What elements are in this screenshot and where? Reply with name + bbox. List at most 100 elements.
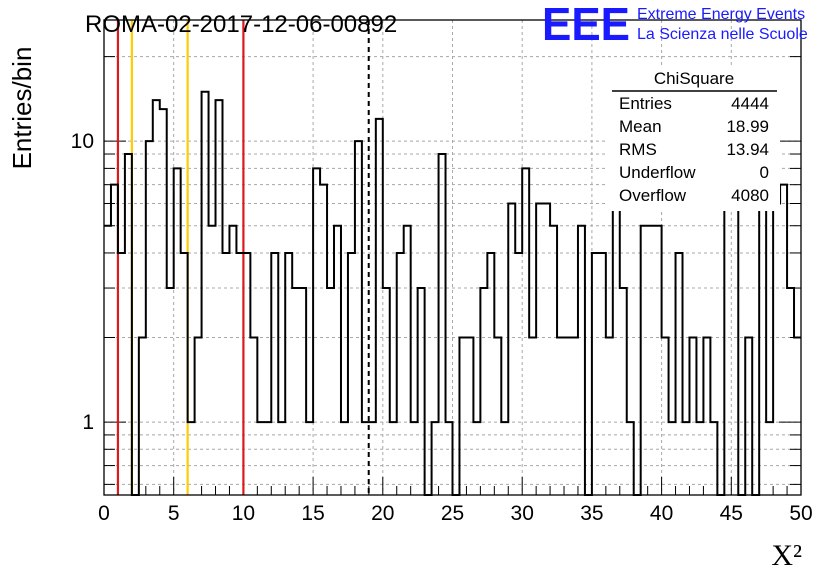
histogram-bin [564,338,571,495]
x-tick-label: 30 [511,502,534,525]
histogram-bin [696,422,703,495]
histogram-bin [216,100,223,495]
stats-box-background [608,66,780,211]
x-tick-label: 15 [301,502,324,525]
y-axis-title: Entries/bin [7,47,37,170]
histogram-bin [655,226,662,495]
histogram-bin [306,422,313,495]
histogram-bin [473,422,480,495]
stat-label: RMS [619,140,657,159]
histogram-bin [627,422,634,495]
stats-box: ChiSquare Entries 4444 Mean 18.99 RMS 13.94 Un… [608,66,780,211]
stats-box-title: ChiSquare [654,69,734,88]
x-tick-label: 20 [371,502,394,525]
histogram-bin [773,203,780,495]
histogram-bin [348,253,355,495]
histogram-bin [487,253,494,495]
histogram-bin [459,338,466,495]
histogram-bin [759,203,766,495]
histogram-bin [264,422,271,495]
x-tick-label: 35 [580,502,603,525]
histogram-bin [536,203,543,495]
chart-title: ROMA-02-2017-12-06-00892 [85,11,397,38]
histogram-bin [522,168,529,495]
plot-frame [103,19,802,496]
x-tick-label: 0 [98,502,110,525]
histogram-bin [271,253,278,495]
histogram-bin [390,422,397,495]
y-tick-label: 1 [82,411,94,434]
histogram-bin [557,338,564,495]
histogram-bin [418,288,425,495]
histogram-bin [292,288,299,495]
histogram-bin [299,288,306,495]
histogram-bin [439,154,446,495]
histogram-bin [222,253,229,495]
x-tick-label: 25 [441,502,464,525]
histogram-bin [278,422,285,495]
histogram-bin [446,422,453,495]
histogram-bin [411,422,418,495]
histogram-bin [327,288,334,495]
histogram-bin [355,141,362,495]
stat-value: 0 [760,163,769,182]
histogram-bin [341,422,348,495]
x-tick-label: 50 [789,502,812,525]
histogram-bin [229,226,236,495]
histogram-bin [125,154,132,495]
histogram-bin [188,422,195,495]
histogram-bin [494,338,501,495]
histogram-bin [550,226,557,495]
stat-value: 4444 [731,94,769,113]
y-tick-label: 10 [71,130,94,153]
stat-value: 13.94 [726,140,769,159]
x-tick-label: 10 [232,502,255,525]
histogram-bin [543,203,550,495]
histogram-bin [285,253,292,495]
histogram-bin [111,185,118,495]
histogram-bin [501,422,508,495]
histogram-bin [515,253,522,495]
histogram-bin [794,338,801,495]
stat-value: 4080 [731,186,769,205]
histogram-bin [397,253,404,495]
histogram-bin [313,168,320,495]
y-tick-labels: 1 10 [71,130,94,434]
histogram-bin [606,338,613,495]
histogram-bin [731,203,738,495]
histogram-bin [160,109,167,495]
histogram-bin [202,92,209,495]
histogram-bin [369,422,376,495]
stat-label: Entries [619,94,672,113]
histogram-bin [181,253,188,495]
histogram-bin [334,226,341,495]
histogram-bin [613,203,620,495]
x-tick-labels: 0 5 10 15 20 25 30 35 40 45 50 [98,502,813,525]
histogram-bin [599,253,606,495]
histogram-outline [104,90,801,496]
x-tick-label: 45 [720,502,743,525]
histogram-bin [153,100,160,495]
histogram-bin [689,338,696,495]
histogram-bin [376,119,383,495]
histogram-bin [571,338,578,495]
histogram-bin [529,338,536,495]
histogram-bin [146,141,153,495]
stat-label: Underflow [619,163,696,182]
histogram-bin [195,338,202,495]
histogram-bin [243,253,250,495]
histogram-bin [480,288,487,495]
histogram-bin [167,288,174,495]
histogram-bin [209,226,216,495]
histogram-bin [578,226,585,495]
histogram-bin [257,422,264,495]
histogram-bins [104,90,801,496]
stat-label: Overflow [619,186,687,205]
histogram-bin [383,288,390,495]
histogram-bin [620,288,627,495]
x-tick-label: 40 [650,502,673,525]
histogram-bin [676,253,683,495]
logo-mark: EEE [542,0,630,50]
histogram-bin [683,422,690,495]
histogram-bin [174,168,181,495]
